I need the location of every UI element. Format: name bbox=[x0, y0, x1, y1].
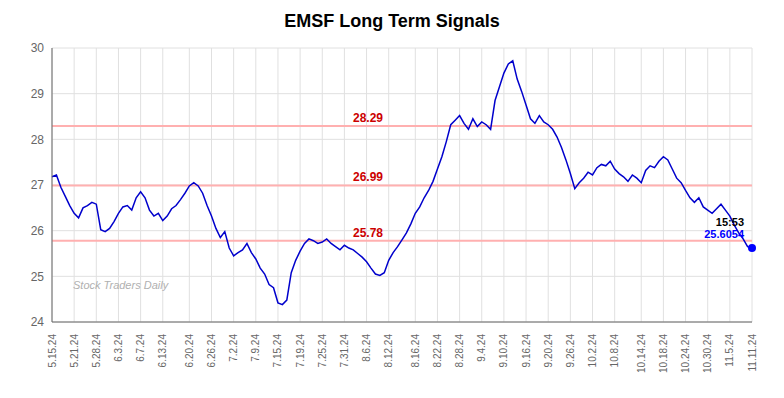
svg-text:10.24.24: 10.24.24 bbox=[680, 334, 691, 373]
svg-text:6.13.24: 6.13.24 bbox=[157, 334, 168, 368]
svg-text:8.12.24: 8.12.24 bbox=[383, 334, 394, 368]
svg-text:29: 29 bbox=[31, 87, 45, 101]
svg-text:9.16.24: 9.16.24 bbox=[521, 334, 532, 368]
svg-text:25: 25 bbox=[31, 270, 45, 284]
svg-text:6.26.24: 6.26.24 bbox=[206, 334, 217, 368]
svg-text:8.6.24: 8.6.24 bbox=[361, 334, 372, 362]
svg-text:30: 30 bbox=[31, 41, 45, 55]
html-text:EMSF Long Term Signals: EMSF Long Term Signals bbox=[284, 11, 500, 31]
svg-text:9.20.24: 9.20.24 bbox=[543, 334, 554, 368]
svg-text:7.25.24: 7.25.24 bbox=[317, 334, 328, 368]
svg-text:10.14.24: 10.14.24 bbox=[636, 334, 647, 373]
svg-text:7.2.24: 7.2.24 bbox=[228, 334, 239, 362]
svg-text:6.7.24: 6.7.24 bbox=[135, 334, 146, 362]
svg-text:7.15.24: 7.15.24 bbox=[272, 334, 283, 368]
svg-text:24: 24 bbox=[31, 315, 45, 329]
svg-text:5.28.24: 5.28.24 bbox=[91, 334, 102, 368]
svg-text:26: 26 bbox=[31, 224, 45, 238]
svg-text:6.20.24: 6.20.24 bbox=[184, 334, 195, 368]
svg-text:25.6054: 25.6054 bbox=[704, 228, 745, 240]
svg-text:10.2.24: 10.2.24 bbox=[587, 334, 598, 368]
svg-text:11.11.24: 11.11.24 bbox=[747, 334, 758, 372]
svg-text:10.8.24: 10.8.24 bbox=[609, 334, 620, 368]
svg-text:7.31.24: 7.31.24 bbox=[339, 334, 350, 368]
html-text:Stock Traders Daily: Stock Traders Daily bbox=[73, 278, 169, 291]
svg-text:5.21.24: 5.21.24 bbox=[69, 334, 80, 368]
svg-text:6.3.24: 6.3.24 bbox=[113, 334, 124, 362]
svg-text:28: 28 bbox=[31, 133, 45, 147]
svg-text:8.16.24: 8.16.24 bbox=[410, 334, 421, 368]
svg-text:5.15.24: 5.15.24 bbox=[47, 334, 58, 368]
svg-text:27: 27 bbox=[31, 178, 45, 192]
svg-text:7.9.24: 7.9.24 bbox=[250, 334, 261, 362]
svg-text:25.78: 25.78 bbox=[353, 226, 383, 240]
svg-text:7.19.24: 7.19.24 bbox=[295, 334, 306, 368]
svg-text:8.22.24: 8.22.24 bbox=[432, 334, 443, 368]
svg-text:9.10.24: 9.10.24 bbox=[498, 334, 509, 368]
svg-text:8.28.24: 8.28.24 bbox=[454, 334, 465, 368]
svg-text:10.18.24: 10.18.24 bbox=[658, 334, 669, 373]
svg-text:10.30.24: 10.30.24 bbox=[702, 334, 713, 373]
svg-text:11.5.24: 11.5.24 bbox=[724, 334, 735, 367]
svg-text:9.26.24: 9.26.24 bbox=[565, 334, 576, 368]
svg-text:9.4.24: 9.4.24 bbox=[476, 334, 487, 362]
svg-text:26.99: 26.99 bbox=[353, 170, 383, 184]
svg-text:15:53: 15:53 bbox=[716, 216, 744, 228]
svg-text:28.29: 28.29 bbox=[353, 111, 383, 125]
